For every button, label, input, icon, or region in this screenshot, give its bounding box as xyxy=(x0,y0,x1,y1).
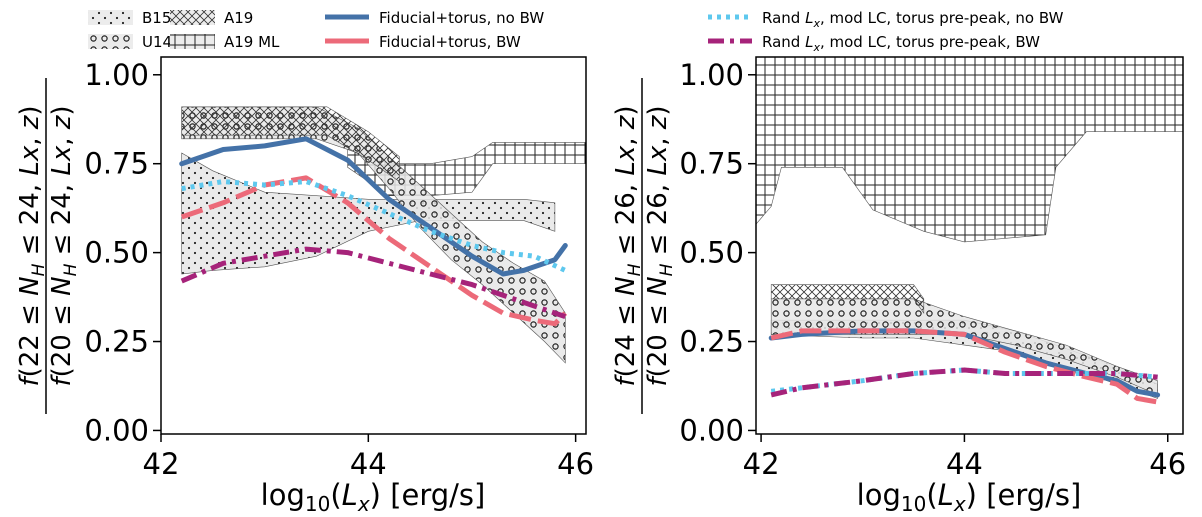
right-x-tick-label: 46 xyxy=(1149,447,1186,481)
left-y-tick-label: 0.25 xyxy=(84,325,149,359)
svg-text:log10(Lx) [erg/s]: log10(Lx) [erg/s] xyxy=(857,478,1082,516)
left-y-tick-label: 0.00 xyxy=(84,413,149,447)
svg-text:f(24 ≤ NH ≤ 26, Lx, z): f(24 ≤ NH ≤ 26, Lx, z) xyxy=(611,105,645,386)
legend-label: A19 ML xyxy=(224,33,280,51)
svg-text:f(20 ≤ NH ≤ 26, Lx, z): f(20 ≤ NH ≤ 26, Lx, z) xyxy=(643,105,677,386)
legend-label: Rand Lx, mod LC, torus pre-peak, BW xyxy=(762,33,1040,54)
legend-item-b15: B15 xyxy=(88,9,171,27)
svg-text:log10(Lx) [erg/s]: log10(Lx) [erg/s] xyxy=(261,478,486,516)
legend-label: Fiducial+torus, no BW xyxy=(379,9,544,27)
legend-swatch xyxy=(88,10,133,25)
right-x-tick-label: 44 xyxy=(946,447,983,481)
legend: B15 U14 A19 A19 ML Fiducial+torus, no BW Fidu… xyxy=(88,9,1064,54)
legend-swatch xyxy=(88,34,133,49)
legend-item-a19: A19 xyxy=(170,9,253,27)
right-x-tick-label: 42 xyxy=(743,447,780,481)
right-x-label: log10(Lx) [erg/s] xyxy=(857,478,1082,516)
legend-item-u14: U14 xyxy=(88,33,172,51)
legend-label: B15 xyxy=(142,9,171,27)
right-series xyxy=(768,328,1161,405)
right-y-label: f(24 ≤ NH ≤ 26, Lx, z) f(20 ≤ NH ≤ 26, L… xyxy=(611,78,677,414)
right-y-tick-label: 0.00 xyxy=(679,413,744,447)
legend-swatch xyxy=(170,10,215,25)
left-x-tick-label: 46 xyxy=(557,447,594,481)
legend-label: Fiducial+torus, BW xyxy=(379,33,521,51)
right-y-tick-label: 0.50 xyxy=(679,236,744,270)
right-band-a19-ml xyxy=(755,56,1184,243)
right-series-rand-l-x-mod-lc-torus-pre-peak-bw xyxy=(770,367,1158,398)
left-ticks: 42 44 46 0.00 0.25 0.50 0.75 1.00 xyxy=(84,58,594,481)
legend-label: A19 xyxy=(224,9,253,27)
left-x-label: log10(Lx) [erg/s] xyxy=(261,478,486,516)
legend-label: U14 xyxy=(142,33,172,51)
legend-item-fiducial-torus-no-bw: Fiducial+torus, no BW xyxy=(325,9,544,27)
legend-item-a19-ml: A19 ML xyxy=(170,33,280,51)
left-x-tick-label: 44 xyxy=(350,447,387,481)
right-y-tick-label: 1.00 xyxy=(679,58,744,92)
right-y-tick-label: 0.25 xyxy=(679,325,744,359)
left-band-b15 xyxy=(181,152,556,275)
left-y-label: f(22 ≤ NH ≤ 24, Lx, z) f(20 ≤ NH ≤ 24, L… xyxy=(15,78,81,414)
left-panel: 42 44 46 0.00 0.25 0.50 0.75 1.00 f(22 ≤ NH ≤ 2… xyxy=(15,56,594,516)
right-y-tick-label: 0.75 xyxy=(679,147,744,181)
left-band-a19 xyxy=(181,106,400,183)
legend-item-rand-l-x-mod-lc-torus-pre-peak-no-bw: Rand Lx, mod LC, torus pre-peak, no BW xyxy=(708,9,1064,30)
svg-text:f(22 ≤ NH ≤ 24, Lx, z): f(22 ≤ NH ≤ 24, Lx, z) xyxy=(15,105,49,386)
left-series xyxy=(179,136,568,327)
legend-item-fiducial-torus-bw: Fiducial+torus, BW xyxy=(325,33,521,51)
right-panel: 42 44 46 0.00 0.25 0.50 0.75 1.00 f(24 ≤ NH ≤ 2… xyxy=(611,56,1186,516)
left-y-tick-label: 0.50 xyxy=(84,236,149,270)
left-series-fiducial-torus-no-bw xyxy=(179,136,568,277)
left-y-tick-label: 1.00 xyxy=(84,58,149,92)
legend-swatch xyxy=(170,34,215,49)
right-band-a19 xyxy=(770,284,925,315)
left-bands xyxy=(181,106,587,364)
right-bands xyxy=(755,56,1184,399)
svg-text:f(20 ≤ NH ≤ 24, Lx, z): f(20 ≤ NH ≤ 24, Lx, z) xyxy=(47,105,81,386)
right-ticks: 42 44 46 0.00 0.25 0.50 0.75 1.00 xyxy=(679,58,1186,481)
left-x-tick-label: 42 xyxy=(143,447,180,481)
left-axes-frame xyxy=(160,56,587,435)
left-series-rand-l-x-mod-lc-torus-pre-peak-no-bw xyxy=(181,179,567,273)
right-axes-frame xyxy=(755,56,1184,435)
left-series-rand-l-x-mod-lc-torus-pre-peak-bw xyxy=(180,246,567,319)
legend-label: Rand Lx, mod LC, torus pre-peak, no BW xyxy=(762,9,1064,30)
right-series-fiducial-torus-bw xyxy=(770,328,1159,405)
legend-item-rand-l-x-mod-lc-torus-pre-peak-bw: Rand Lx, mod LC, torus pre-peak, BW xyxy=(708,33,1040,54)
left-y-tick-label: 0.75 xyxy=(84,147,149,181)
